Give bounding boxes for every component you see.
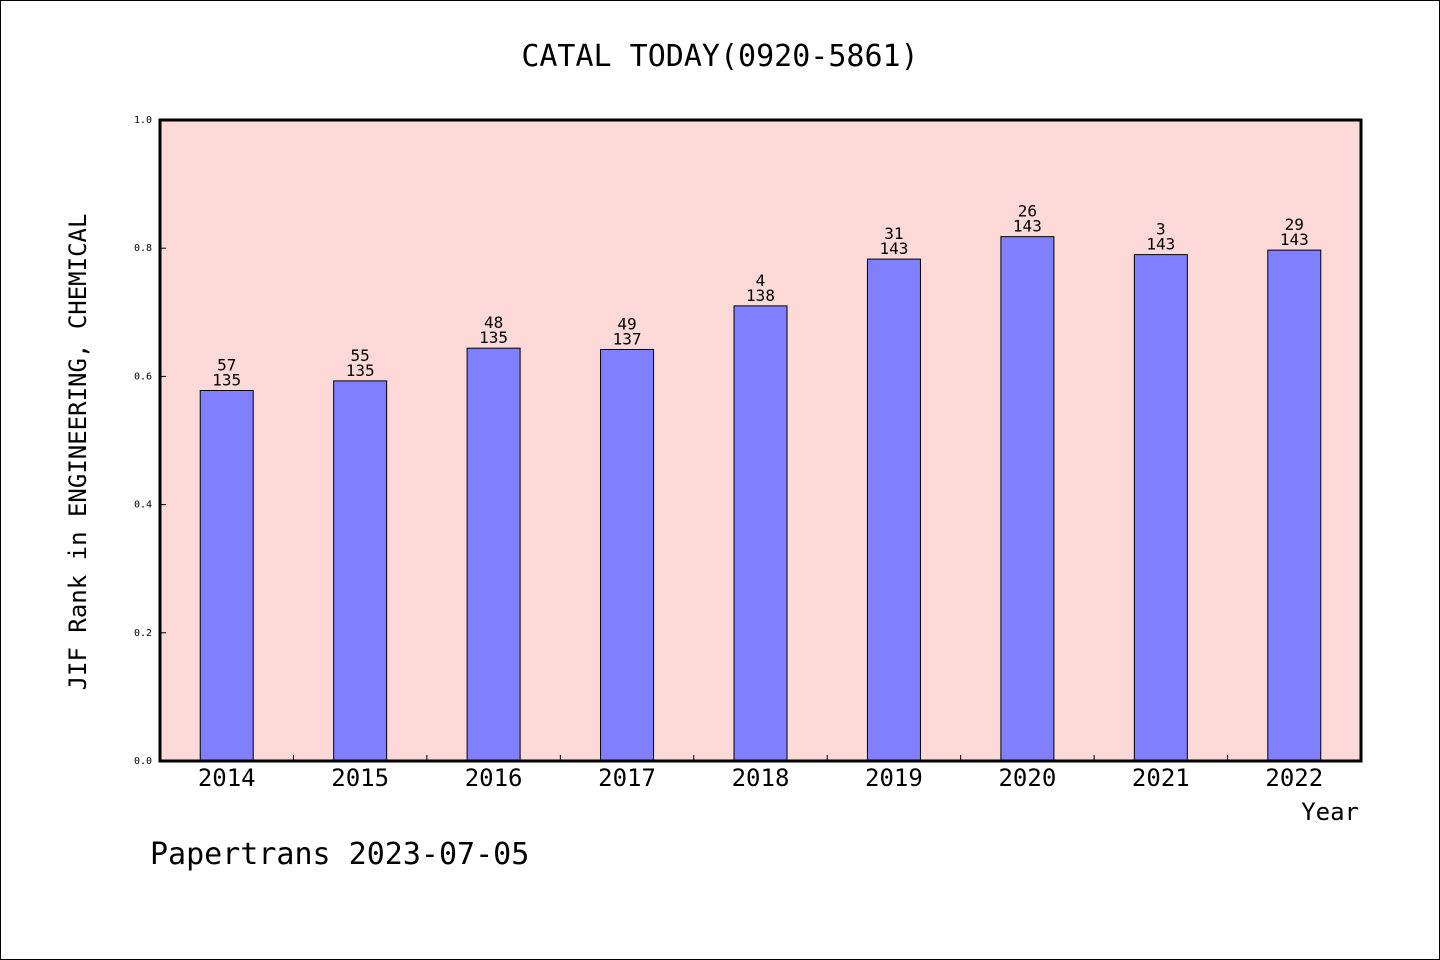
y-tick-label-0.8: 0.8 <box>134 243 152 254</box>
rank-label-2017: 49 <box>617 314 636 333</box>
y-tick-label-0.6: 0.6 <box>134 371 152 382</box>
y-tick-label-1.0: 1.0 <box>134 115 152 126</box>
bar-2017 <box>600 348 655 762</box>
x-tick-label-2019: 2019 <box>865 764 923 792</box>
y-tick-label-0.2: 0.2 <box>134 628 152 639</box>
rank-label-2018: 4 <box>756 271 766 290</box>
rank-label-2016: 48 <box>484 313 503 332</box>
total-label-2019: 143 <box>879 239 908 258</box>
y-tick-label-0.0: 0.0 <box>134 756 152 767</box>
bars-layer <box>199 236 1322 762</box>
rank-label-2014: 57 <box>217 356 236 375</box>
bar-2020 <box>1000 236 1055 762</box>
bar-2018 <box>733 305 788 762</box>
x-tick-label-2020: 2020 <box>998 764 1056 792</box>
bar-2021 <box>1133 254 1188 762</box>
rank-label-2020: 26 <box>1018 202 1037 221</box>
bar-2014 <box>199 390 254 762</box>
total-label-2014: 135 <box>212 371 241 390</box>
x-tick-label-2014: 2014 <box>198 764 256 792</box>
total-label-2016: 135 <box>479 328 508 347</box>
plot-border <box>158 118 1363 763</box>
x-axis-label: Year <box>1301 798 1359 826</box>
bar-2022 <box>1267 249 1322 762</box>
total-label-2021: 143 <box>1146 235 1175 254</box>
total-label-2015: 135 <box>346 361 375 380</box>
rank-label-2022: 29 <box>1285 215 1304 234</box>
x-tick-label-2015: 2015 <box>331 764 389 792</box>
y-tick-label-0.4: 0.4 <box>134 500 152 511</box>
bar-2019 <box>866 258 921 762</box>
rank-label-2021: 3 <box>1156 220 1166 239</box>
x-tick-label-2022: 2022 <box>1265 764 1323 792</box>
chart-title: CATAL TODAY(0920-5861) <box>521 39 918 74</box>
x-tick-label-2021: 2021 <box>1132 764 1190 792</box>
bar-2015 <box>333 380 388 762</box>
x-tick-label-2018: 2018 <box>732 764 790 792</box>
total-label-2017: 137 <box>613 329 642 348</box>
rank-label-2019: 31 <box>884 224 903 243</box>
footer-source-date: Papertrans 2023-07-05 <box>150 837 529 872</box>
x-tick-label-2017: 2017 <box>598 764 656 792</box>
total-label-2022: 143 <box>1280 230 1309 249</box>
axes-layer: 2014 2015 2016 2017 2018 2019 2020 2021 2022 0.0 0… <box>134 115 1323 792</box>
rank-label-2015: 55 <box>351 346 370 365</box>
bar-2016 <box>466 347 521 762</box>
y-axis-label: JIF Rank in ENGINEERING, CHEMICAL <box>64 214 92 691</box>
total-label-2020: 143 <box>1013 217 1042 236</box>
total-label-2018: 138 <box>746 286 775 305</box>
x-tick-label-2016: 2016 <box>465 764 523 792</box>
